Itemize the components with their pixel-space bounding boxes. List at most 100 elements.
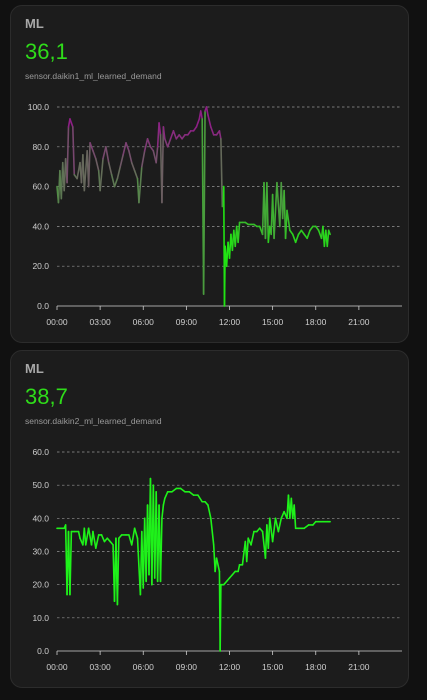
series-segment — [274, 517, 280, 533]
series-segment — [119, 153, 124, 168]
y-tick-label: 10.0 — [32, 613, 49, 623]
series-segment — [122, 142, 127, 156]
series-segment — [237, 221, 241, 244]
series-segment — [87, 142, 91, 188]
series-segment — [205, 106, 209, 116]
series-segment — [133, 527, 139, 540]
series-segment — [77, 530, 81, 540]
series-segment — [92, 149, 97, 160]
series-segment — [195, 118, 201, 128]
series-segment — [155, 146, 159, 164]
series-segment — [99, 157, 104, 192]
y-tick-label: 80.0 — [32, 142, 49, 152]
series-segment — [130, 527, 136, 546]
series-segment — [128, 149, 133, 164]
entity-id: sensor.daikin1_ml_learned_demand — [25, 71, 162, 81]
y-tick-label: 60.0 — [32, 182, 49, 192]
card-title: ML — [25, 361, 44, 376]
x-tick-label: 00:00 — [46, 317, 68, 327]
series-segment — [164, 138, 169, 148]
history-chart[interactable]: 0.0 10.0 20.0 30.0 40.0 50.0 60.0 00:00 03:00 06:… — [11, 351, 410, 689]
x-tick-label: 06:00 — [133, 317, 155, 327]
series-segment — [92, 530, 97, 549]
x-tick-label: 03:00 — [89, 662, 111, 672]
current-value: 36,1 — [25, 39, 68, 64]
series-segment — [277, 517, 283, 533]
y-tick-label: 40.0 — [32, 221, 49, 231]
series-segment — [141, 149, 146, 168]
series-segment — [267, 517, 271, 549]
x-tick-label: 00:00 — [46, 662, 68, 672]
series-segment — [158, 122, 162, 136]
x-tick-label: 15:00 — [262, 317, 284, 327]
series-segment — [207, 114, 212, 128]
series-segment — [171, 487, 178, 493]
series-segment — [105, 146, 110, 164]
current-value: 38,7 — [25, 384, 68, 409]
series-segment — [164, 491, 169, 500]
series-segment — [159, 517, 163, 583]
series-segment — [300, 229, 306, 236]
x-tick-label: 06:00 — [133, 662, 155, 672]
series-segment — [84, 527, 90, 546]
series-segment — [162, 126, 166, 140]
series-segment — [219, 583, 222, 652]
series-segment — [303, 524, 310, 530]
y-tick-label: 20.0 — [32, 261, 49, 271]
series-segment — [273, 181, 278, 240]
y-tick-label: 0.0 — [37, 301, 49, 311]
series-segment — [280, 510, 285, 520]
series-segment — [161, 504, 165, 520]
series-segment — [286, 209, 291, 232]
series-segment — [223, 245, 226, 307]
series-segment — [245, 537, 249, 563]
series-segment — [125, 142, 130, 152]
series-segment — [130, 161, 136, 172]
y-tick-label: 30.0 — [32, 547, 49, 557]
y-tick-label: 0.0 — [37, 646, 49, 656]
series-segment — [95, 157, 100, 172]
series-segment — [143, 138, 149, 152]
series-segment — [102, 146, 107, 160]
ml-card-daikin2[interactable]: ML 38,7 sensor.daikin2_ml_learned_demand… — [10, 350, 409, 688]
x-tick-label: 12:00 — [219, 662, 241, 672]
series-segment — [169, 130, 175, 140]
series-segment — [237, 563, 241, 573]
series-segment — [162, 497, 166, 506]
series-segment — [289, 229, 294, 236]
series-segment — [199, 110, 203, 120]
series-segment — [113, 177, 119, 188]
history-chart[interactable]: 0.0 20.0 40.0 60.0 80.0 100.0 00:00 03:00 06:00 0… — [11, 6, 410, 344]
ml-card-daikin1[interactable]: ML 36,1 sensor.daikin1_ml_learned_demand… — [10, 5, 409, 343]
series-segment — [116, 165, 122, 180]
series-segment — [181, 134, 186, 140]
y-tick-label: 40.0 — [32, 513, 49, 523]
series-segment — [220, 138, 224, 208]
series-segment — [100, 534, 106, 543]
series-segment — [326, 229, 330, 248]
series-segment — [95, 534, 100, 549]
series-segment — [314, 225, 320, 232]
series-segment — [188, 491, 195, 496]
series-segment — [138, 165, 143, 204]
x-tick-label: 09:00 — [176, 662, 198, 672]
series-segment — [72, 126, 76, 176]
x-tick-label: 18:00 — [305, 317, 327, 327]
series-segment — [110, 173, 116, 188]
y-tick-label: 60.0 — [32, 447, 49, 457]
x-tick-label: 15:00 — [262, 662, 284, 672]
series-line — [56, 106, 331, 307]
series-segment — [69, 530, 73, 596]
series-segment — [266, 181, 270, 244]
series-segment — [291, 233, 297, 244]
series-segment — [89, 142, 94, 152]
series-segment — [107, 161, 113, 176]
y-tick-label: 20.0 — [32, 580, 49, 590]
series-segment — [133, 169, 139, 180]
series-segment — [309, 225, 314, 232]
series-segment — [116, 537, 120, 606]
y-tick-label: 100.0 — [28, 102, 50, 112]
series-segment — [268, 517, 274, 543]
series-segment — [215, 557, 221, 573]
series-segment — [218, 130, 222, 140]
